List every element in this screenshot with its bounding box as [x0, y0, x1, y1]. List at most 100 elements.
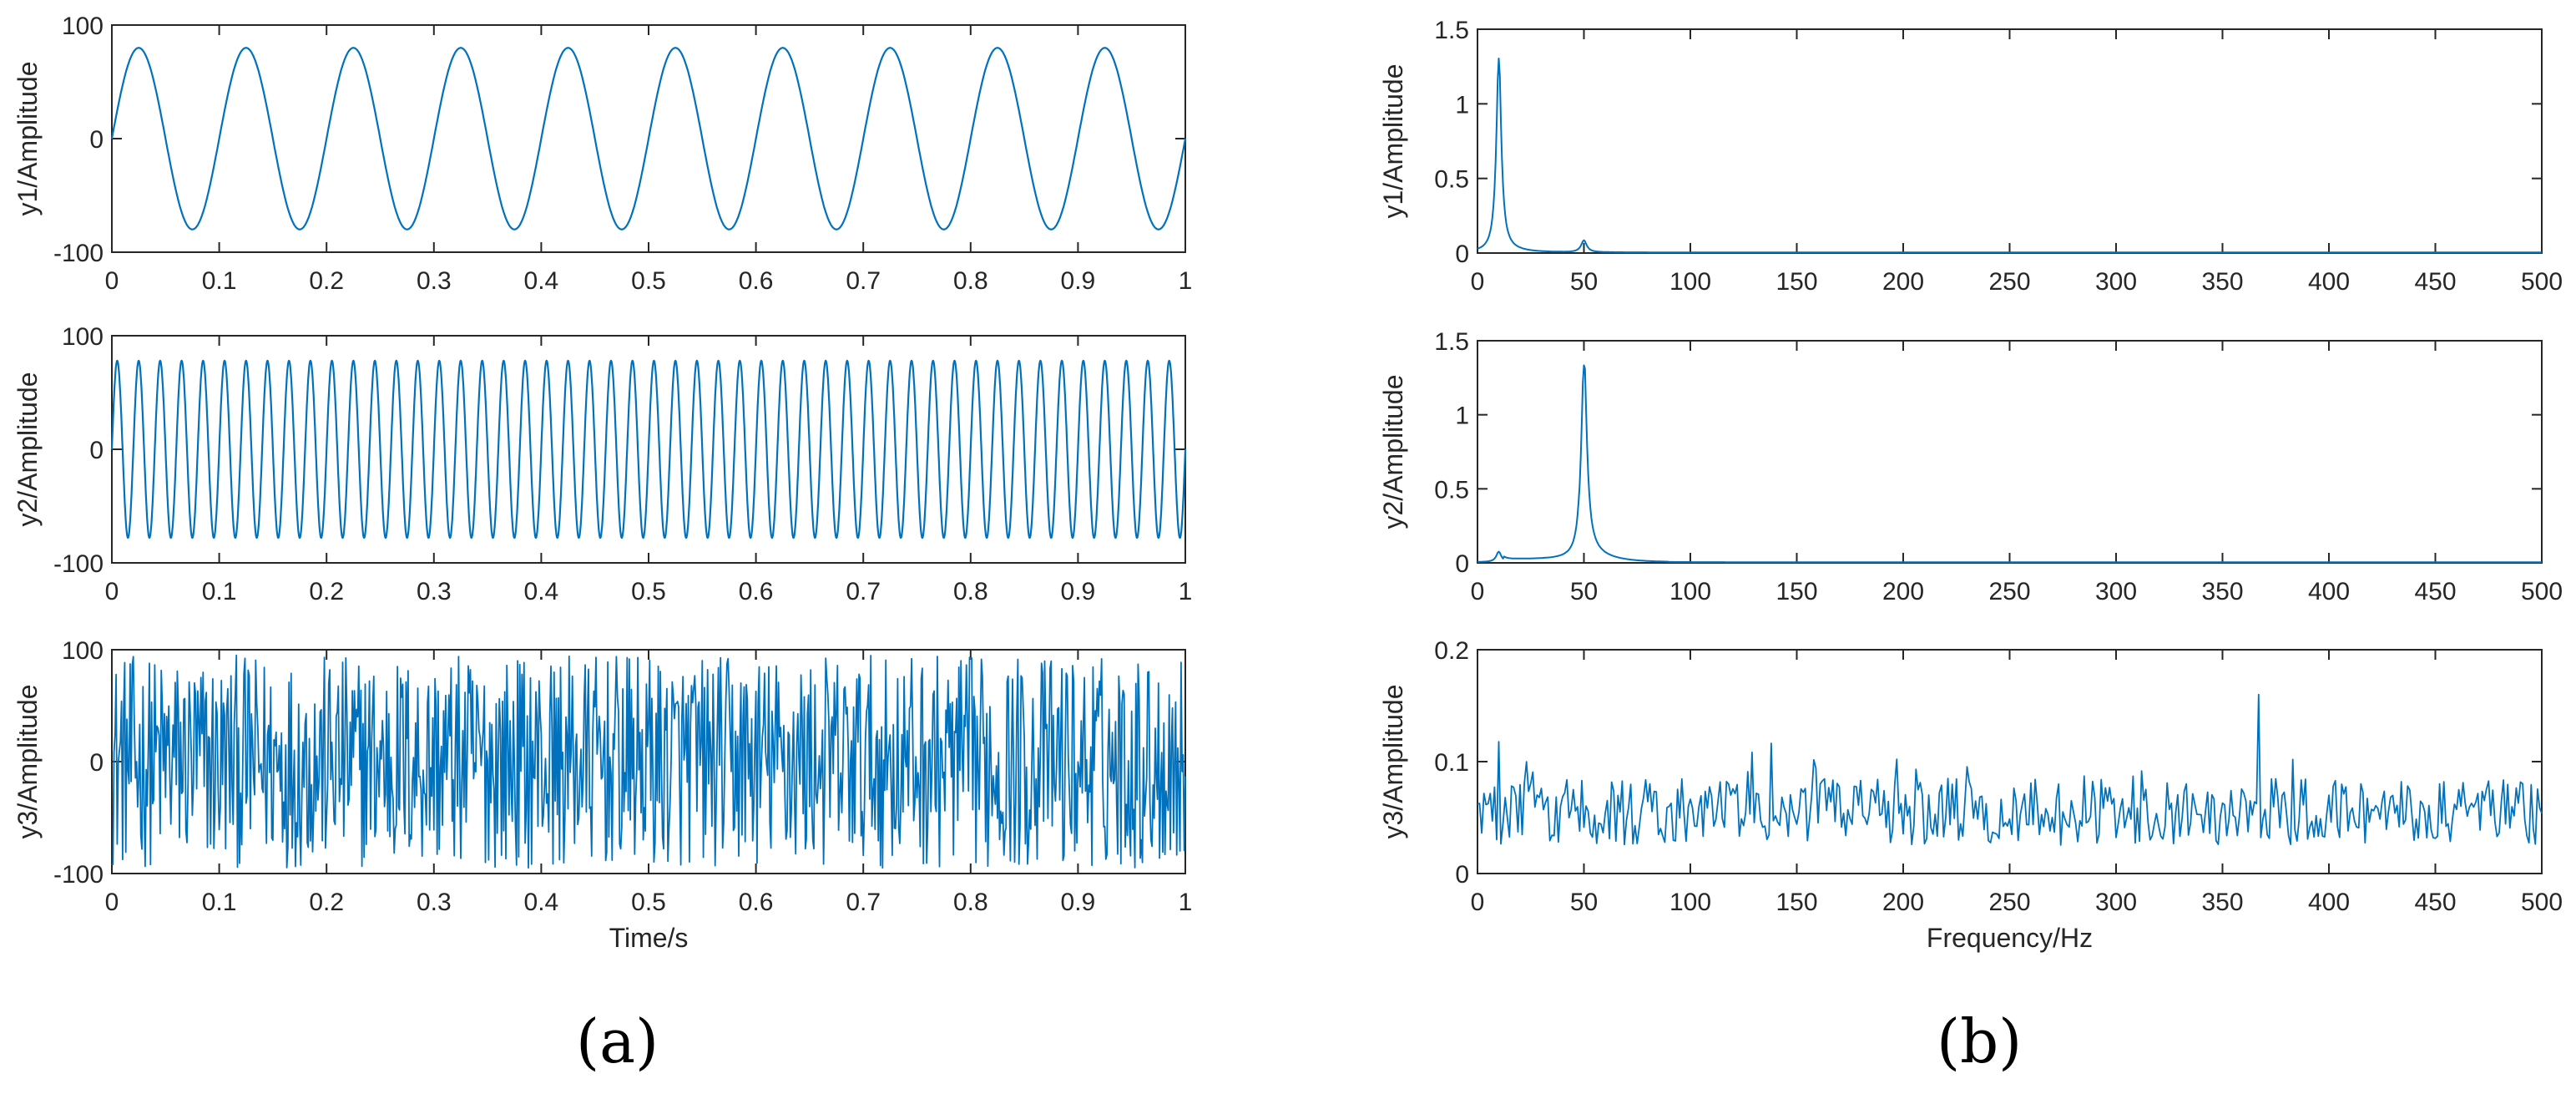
x-tick-label: 400	[2308, 889, 2350, 916]
chart-a1: 0 0.1 0.2 0.3 0.4 0.5 0.6 0.7 0.8 0.9 1-1000100y1/…	[13, 13, 1192, 295]
x-tick-label: 0.8	[953, 889, 988, 916]
x-tick-label: 200	[1882, 578, 1924, 605]
x-tick-label: 300	[2095, 268, 2137, 296]
y-axis-label: y1/Amplitude	[1378, 64, 1408, 219]
chart-b3: 0 50 100 150 200 250 300 350 400 450 500 0 0.1 0.2 y3/…	[1378, 637, 2563, 953]
x-tick-label: 0.2	[309, 578, 344, 605]
y-axis-label: y1/Amplitude	[13, 62, 43, 216]
x-tick-label: 0.8	[953, 267, 988, 295]
y-tick-label: -100	[53, 861, 104, 889]
x-tick-label: 300	[2095, 889, 2137, 916]
x-tick-label: 0.1	[202, 578, 237, 605]
x-tick-label: 0	[1471, 268, 1485, 296]
y-tick-label: 0	[1455, 861, 1469, 889]
y-tick-label: 1	[1455, 403, 1469, 430]
x-tick-label: 0.4	[524, 889, 559, 916]
series-line-a1	[110, 47, 1187, 230]
y-tick-label: 0.5	[1434, 166, 1469, 194]
x-tick-label: 0	[1471, 889, 1485, 916]
y-tick-label: 0	[1455, 241, 1469, 268]
y-axis-label: y3/Amplitude	[1378, 685, 1408, 839]
x-tick-label: 500	[2521, 268, 2563, 296]
y-tick-label: 100	[62, 323, 104, 351]
x-tick-label: 1	[1179, 578, 1193, 605]
y-tick-label: 100	[62, 637, 104, 665]
y-axis-label: y3/Amplitude	[13, 685, 43, 839]
x-tick-label: 350	[2201, 889, 2243, 916]
x-tick-label: 250	[1988, 578, 2030, 605]
x-tick-label: 0.2	[309, 267, 344, 295]
x-tick-label: 0.9	[1061, 267, 1096, 295]
x-tick-label: 0	[105, 267, 119, 295]
x-tick-label: 0.3	[417, 267, 452, 295]
x-tick-label: 50	[1570, 578, 1598, 605]
x-tick-label: 0.2	[309, 889, 344, 916]
y-tick-label: 0	[89, 437, 104, 464]
y-tick-label: 1.5	[1434, 328, 1469, 356]
x-tick-label: 0.7	[846, 578, 881, 605]
y-tick-label: 0.5	[1434, 476, 1469, 504]
plot-frame-b1	[1477, 28, 2543, 254]
x-tick-label: 0.8	[953, 578, 988, 605]
x-tick-label: 500	[2521, 889, 2563, 916]
y-tick-label: 0	[89, 126, 104, 154]
x-tick-label: 0.6	[739, 578, 774, 605]
x-tick-label: 0.3	[417, 578, 452, 605]
x-tick-label: 350	[2201, 268, 2243, 296]
series-line-a2	[110, 359, 1187, 539]
x-tick-label: 0.4	[524, 578, 559, 605]
x-tick-label: 0.5	[631, 889, 666, 916]
x-tick-label: 450	[2414, 268, 2456, 296]
x-tick-label: 0.7	[846, 267, 881, 295]
x-tick-label: 0	[105, 889, 119, 916]
plot-frame-b2	[1477, 340, 2543, 564]
y-tick-label: 1	[1455, 91, 1469, 119]
x-tick-label: 0	[105, 578, 119, 605]
y-tick-label: 100	[62, 13, 104, 40]
x-tick-label: 0.6	[739, 889, 774, 916]
x-tick-label: 250	[1988, 268, 2030, 296]
x-tick-label: 0	[1471, 578, 1485, 605]
x-tick-label: 0.6	[739, 267, 774, 295]
x-tick-label: 450	[2414, 578, 2456, 605]
x-tick-label: 200	[1882, 889, 1924, 916]
x-tick-label: 0.7	[846, 889, 881, 916]
x-tick-label: 50	[1570, 889, 1598, 916]
x-tick-label: 150	[1775, 268, 1817, 296]
x-axis-label: Time/s	[609, 923, 689, 953]
x-tick-label: 450	[2414, 889, 2456, 916]
panel-label-b: (b)	[1937, 1006, 2023, 1076]
y-tick-label: 0.1	[1434, 749, 1469, 777]
x-tick-label: 150	[1775, 578, 1817, 605]
chart-a2: 0 0.1 0.2 0.3 0.4 0.5 0.6 0.7 0.8 0.9 1-1000100y2/…	[13, 323, 1192, 605]
x-tick-label: 100	[1669, 578, 1711, 605]
y-tick-label: 1.5	[1434, 17, 1469, 44]
series-line-b3	[1477, 693, 2543, 846]
chart-b2: 0 50 100 150 200 250 300 350 400 450 500 0 0.5 1 1.5 y2…	[1378, 328, 2563, 605]
x-tick-label: 400	[2308, 268, 2350, 296]
series-line-a3	[111, 654, 1186, 869]
y-tick-label: 0.2	[1434, 637, 1469, 665]
series-line-b1	[1477, 58, 2542, 254]
x-tick-label: 0.1	[202, 889, 237, 916]
y-tick-label: 0	[1455, 550, 1469, 578]
y-axis-label: y2/Amplitude	[13, 372, 43, 527]
x-tick-label: 0.9	[1061, 578, 1096, 605]
x-tick-label: 100	[1669, 268, 1711, 296]
y-tick-label: -100	[53, 550, 104, 578]
y-tick-label: 0	[89, 749, 104, 777]
x-tick-label: 100	[1669, 889, 1711, 916]
x-tick-label: 0.4	[524, 267, 559, 295]
x-tick-label: 150	[1775, 889, 1817, 916]
x-tick-label: 250	[1988, 889, 2030, 916]
x-tick-label: 500	[2521, 578, 2563, 605]
x-tick-label: 1	[1179, 267, 1193, 295]
x-tick-label: 300	[2095, 578, 2137, 605]
x-tick-label: 0.1	[202, 267, 237, 295]
x-tick-label: 0.5	[631, 267, 666, 295]
x-tick-label: 0.5	[631, 578, 666, 605]
chart-a3: 0 0.1 0.2 0.3 0.4 0.5 0.6 0.7 0.8 0.9 1-1000100y3/…	[13, 637, 1192, 953]
x-tick-label: 0.3	[417, 889, 452, 916]
panel-label-a: (a)	[576, 1006, 659, 1076]
